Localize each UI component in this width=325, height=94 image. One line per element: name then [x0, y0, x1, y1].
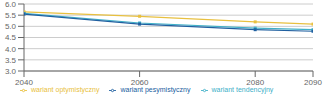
svg-text:5.5: 5.5 — [8, 11, 17, 20]
svg-text:4.0: 4.0 — [8, 45, 17, 54]
svg-text:2060: 2060 — [131, 78, 149, 87]
html-text:wariant pesymistyczny: wariant pesymistyczny — [120, 86, 191, 93]
svg-text:4.5: 4.5 — [8, 33, 17, 42]
svg-text:2040: 2040 — [15, 78, 33, 87]
svg-text:6.0: 6.0 — [8, 0, 17, 9]
svg-text:2090: 2090 — [304, 78, 317, 87]
svg-text:2080: 2080 — [246, 78, 264, 87]
html-text:wariant tendencyjny: wariant tendencyjny — [211, 86, 274, 93]
svg-text:5.0: 5.0 — [8, 22, 17, 31]
html-text:wariant optymistyczny: wariant optymistyczny — [31, 86, 100, 93]
svg-text:3.5: 3.5 — [8, 56, 17, 65]
svg-text:3.0: 3.0 — [8, 67, 17, 76]
